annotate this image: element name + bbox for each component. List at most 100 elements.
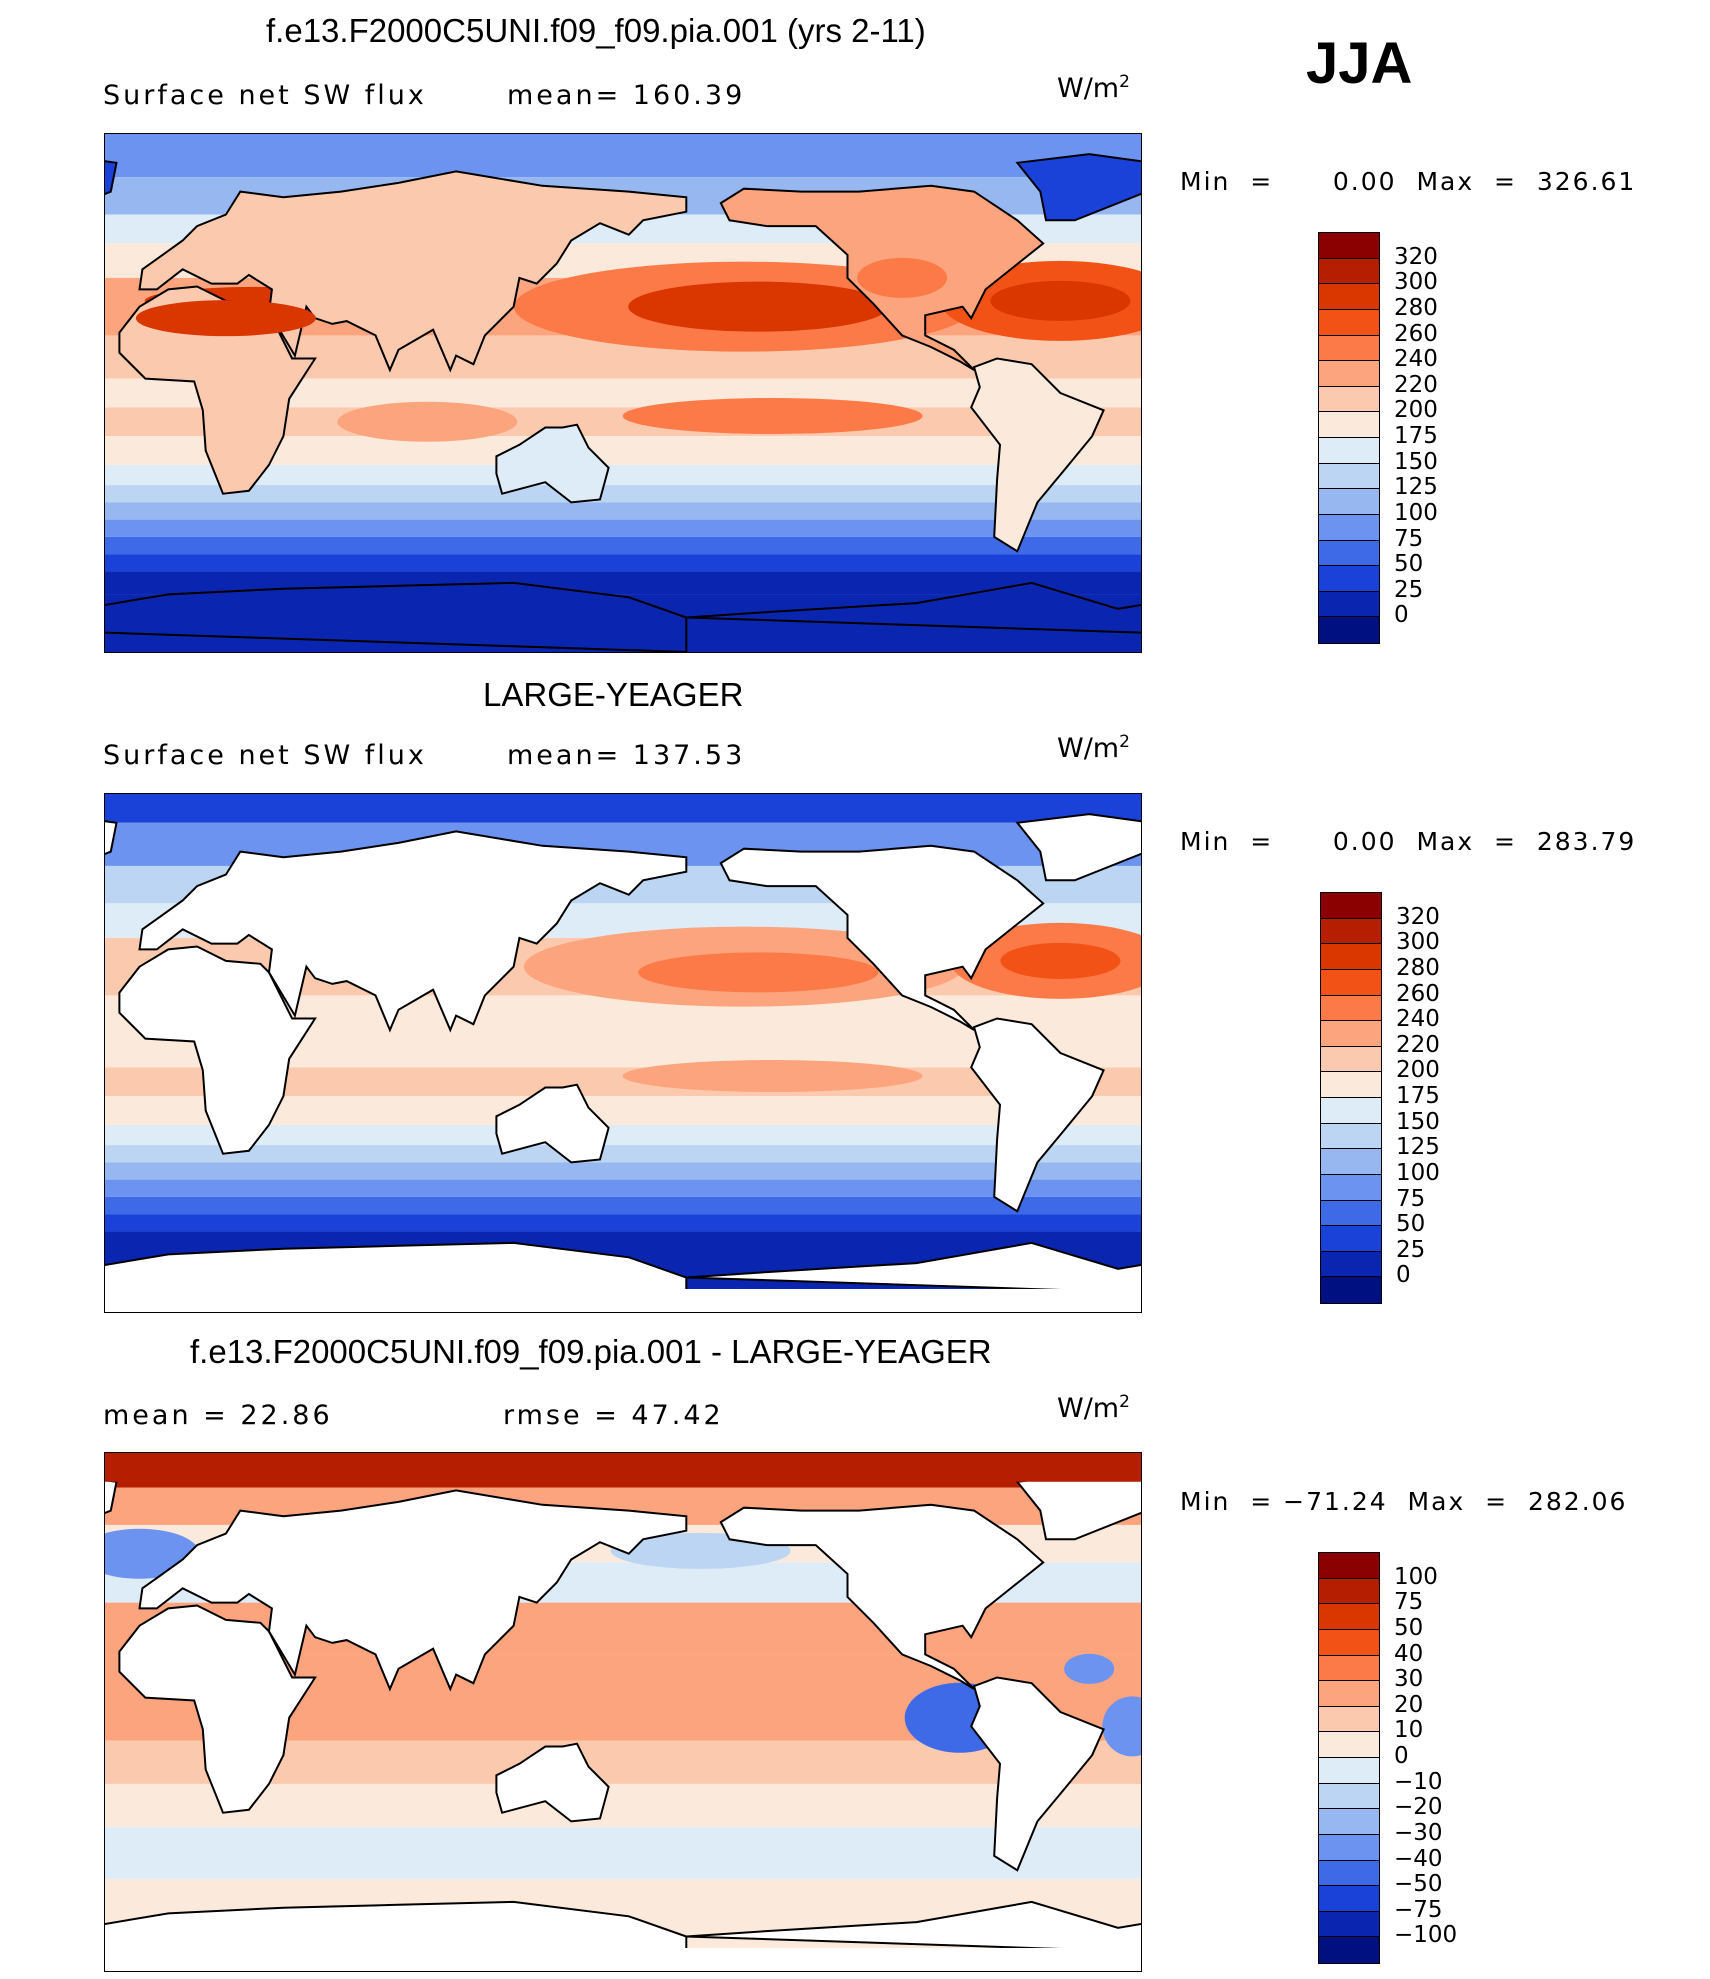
flux-band — [105, 1214, 1141, 1232]
colorbar-swatch — [1319, 617, 1379, 643]
colorbar-tick-label: −30 — [1394, 1819, 1443, 1846]
colorbar-swatch — [1319, 1732, 1379, 1758]
colorbar-swatch — [1321, 893, 1381, 919]
land-antarctica — [105, 581, 688, 652]
colorbar-tick-label: 125 — [1396, 1134, 1440, 1161]
panel3-colorbar — [1318, 1552, 1380, 1964]
colorbar-tick-label: 175 — [1394, 423, 1438, 449]
mask-antarctica — [105, 1288, 1141, 1312]
panel1-variable-label: Surface net SW flux — [103, 80, 427, 111]
colorbar-tick-label: 320 — [1396, 903, 1440, 930]
colorbar-swatch — [1321, 1226, 1381, 1252]
flux-max-indian — [337, 401, 518, 442]
land-antarctica — [686, 1241, 1141, 1294]
flux-band — [105, 1196, 1141, 1215]
colorbar-swatch — [1321, 1149, 1381, 1175]
map-svg — [105, 1453, 1141, 1971]
land-greenland — [105, 820, 118, 855]
colorbar-swatch — [1319, 1655, 1379, 1682]
colorbar-tick-label: 100 — [1394, 1563, 1438, 1590]
land-australia — [495, 1742, 610, 1823]
colorbar-swatch — [1321, 1174, 1381, 1201]
panel1-units: W/m2 — [1057, 72, 1130, 104]
land-samerica — [970, 357, 1105, 553]
colorbar-tick-label: −75 — [1394, 1896, 1443, 1923]
colorbar-tick-label: 50 — [1394, 1614, 1424, 1641]
flux-max-npacific-core — [638, 952, 879, 993]
colorbar-tick-label: 50 — [1394, 551, 1424, 578]
panel2-variable-label: Surface net SW flux — [103, 740, 427, 771]
land-eurasia — [138, 1489, 688, 1692]
colorbar-swatch — [1319, 412, 1379, 438]
colorbar-tick-label: −50 — [1394, 1871, 1443, 1898]
panel1-colorbar-labels: 320 300 280 260 240 220 200 175 150 125 100 75 50 25 0 — [1394, 232, 1474, 642]
land-greenland — [1015, 153, 1141, 222]
land-greenland — [1015, 813, 1141, 882]
flux-max-usa — [857, 257, 948, 298]
flux-max-natlantic-core — [1000, 942, 1121, 979]
panel2-colorbar — [1320, 892, 1382, 1304]
colorbar-swatch — [1319, 258, 1379, 285]
colorbar-tick-label: 240 — [1394, 346, 1438, 373]
colorbar-tick-label: −100 — [1394, 1922, 1458, 1949]
colorbar-swatch — [1319, 1809, 1379, 1835]
panel3-minmax: Min = −71.24 Max = 282.06 — [1180, 1487, 1628, 1516]
panel2-minmax: Min = 0.00 Max = 283.79 — [1180, 827, 1637, 856]
panel1-minmax: Min = 0.00 Max = 326.61 — [1180, 167, 1637, 196]
panel2-map — [104, 793, 1142, 1313]
colorbar-tick-label: 50 — [1396, 1211, 1426, 1238]
land-africa — [118, 945, 317, 1155]
flux-band — [105, 1124, 1141, 1146]
diff-neg-atlantic — [1064, 1653, 1115, 1684]
map-svg — [105, 134, 1141, 652]
land-antarctica — [686, 1900, 1141, 1953]
land-africa — [118, 1604, 317, 1814]
colorbar-tick-label: 280 — [1394, 294, 1438, 321]
panel2-colorbar-labels: 320 300 280 260 240 220 200 175 150 125 100 75 50 25 0 — [1396, 892, 1476, 1302]
flux-band — [105, 536, 1141, 555]
colorbar-tick-label: 200 — [1394, 397, 1438, 424]
colorbar-swatch — [1321, 1098, 1381, 1124]
land-eurasia — [138, 830, 688, 1033]
colorbar-tick-label: 25 — [1396, 1236, 1426, 1263]
colorbar-swatch — [1321, 1046, 1381, 1073]
diff-neg-southern — [399, 1837, 800, 1858]
flux-band — [105, 1162, 1141, 1180]
flux-band — [105, 464, 1141, 486]
colorbar-swatch — [1319, 1681, 1379, 1707]
colorbar-swatch — [1319, 489, 1379, 515]
colorbar-swatch — [1321, 1277, 1381, 1303]
colorbar-swatch — [1321, 1072, 1381, 1098]
colorbar-tick-label: 100 — [1394, 499, 1438, 526]
colorbar-tick-label: 150 — [1394, 448, 1438, 475]
colorbar-tick-label: 175 — [1396, 1083, 1440, 1109]
flux-band — [105, 1179, 1141, 1197]
colorbar-swatch — [1319, 514, 1379, 541]
colorbar-swatch — [1319, 540, 1379, 567]
colorbar-swatch — [1319, 591, 1379, 618]
panel3-colorbar-labels: 100 75 50 40 30 20 10 0 −10 −20 −30 −40 −50 −75 −100 — [1394, 1552, 1484, 1962]
colorbar-swatch — [1321, 969, 1381, 996]
colorbar-tick-label: 260 — [1396, 980, 1440, 1007]
colorbar-swatch — [1319, 1604, 1379, 1630]
map-svg — [105, 794, 1141, 1312]
panel3-units: W/m2 — [1057, 1392, 1130, 1424]
colorbar-tick-label: 40 — [1394, 1640, 1424, 1667]
colorbar-tick-label: 100 — [1396, 1159, 1440, 1186]
colorbar-swatch — [1319, 1553, 1379, 1579]
season-label: JJA — [1306, 31, 1413, 96]
land-australia — [495, 1083, 610, 1164]
flux-band — [105, 1145, 1141, 1163]
panel2-title: LARGE-YEAGER — [483, 676, 744, 713]
flux-max-sahara — [135, 300, 316, 337]
colorbar-tick-label: 75 — [1394, 1589, 1424, 1616]
land-australia — [495, 423, 610, 504]
panel3-map — [104, 1452, 1142, 1972]
colorbar-tick-label: 0 — [1394, 1743, 1409, 1769]
colorbar-tick-label: 280 — [1396, 954, 1440, 981]
colorbar-tick-label: 10 — [1394, 1717, 1424, 1744]
colorbar-swatch — [1319, 233, 1379, 259]
colorbar-swatch — [1319, 1937, 1379, 1963]
colorbar-swatch — [1319, 1911, 1379, 1938]
colorbar-tick-label: 75 — [1396, 1185, 1426, 1212]
